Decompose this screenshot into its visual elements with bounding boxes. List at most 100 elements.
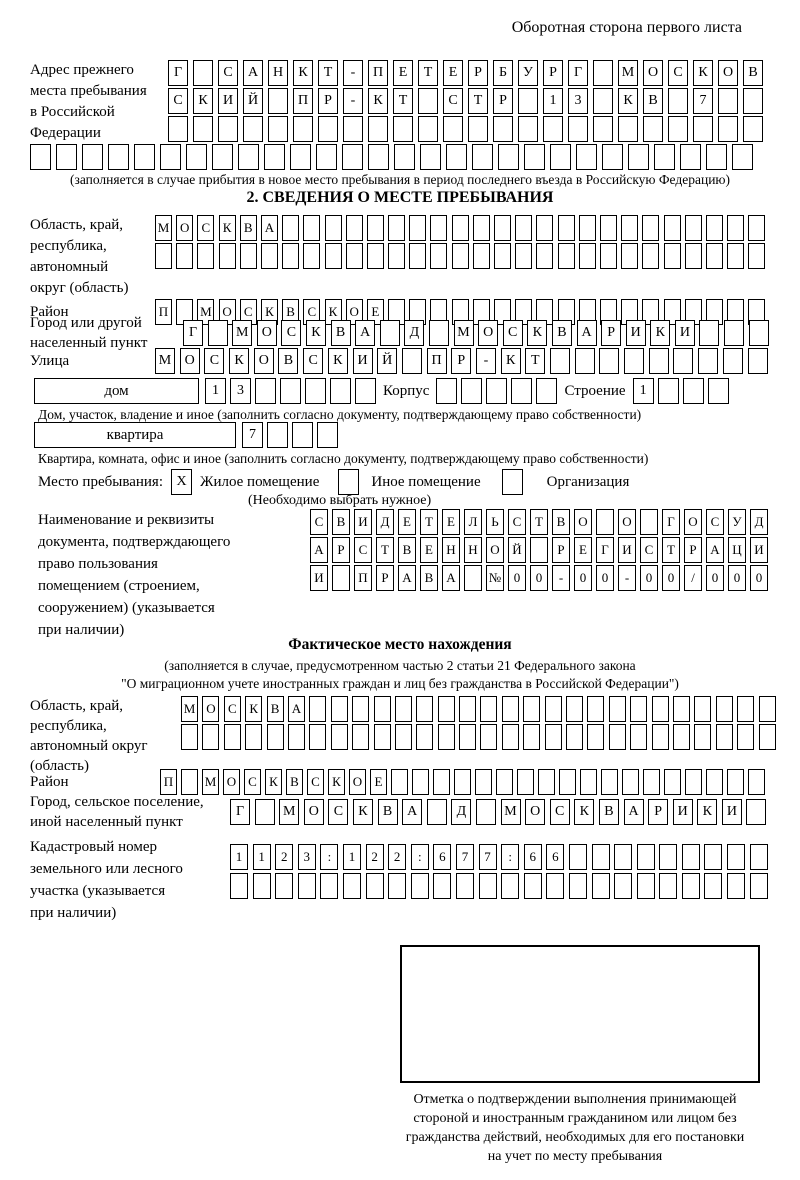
char-cell-filled[interactable]: Р	[318, 88, 338, 114]
char-cell-filled[interactable]: №	[486, 565, 504, 591]
char-cell-empty[interactable]	[732, 144, 753, 170]
char-cell-empty[interactable]	[320, 873, 339, 899]
char-cell-filled[interactable]: М	[453, 320, 474, 346]
char-cell-empty[interactable]	[464, 565, 482, 591]
char-cell-empty[interactable]	[388, 215, 406, 241]
char-cell-empty[interactable]	[518, 88, 538, 114]
char-cell-filled[interactable]: В	[552, 509, 570, 535]
char-cell-empty[interactable]	[391, 769, 408, 795]
char-cell-empty[interactable]	[212, 144, 233, 170]
char-cell-filled[interactable]: О	[345, 299, 363, 325]
char-cell-filled[interactable]: К	[265, 769, 282, 795]
char-cell-empty[interactable]	[459, 724, 477, 750]
char-cell-empty[interactable]	[373, 724, 391, 750]
char-cell-filled[interactable]: Р	[332, 537, 350, 563]
char-cell-filled[interactable]: Р	[552, 537, 570, 563]
char-cell-empty[interactable]	[420, 144, 441, 170]
char-cell-empty[interactable]	[268, 116, 288, 142]
char-cell-empty[interactable]	[309, 696, 327, 722]
char-cell-empty[interactable]	[608, 724, 626, 750]
char-cell-empty[interactable]	[706, 144, 727, 170]
char-cell-empty[interactable]	[275, 873, 294, 899]
char-cell-filled[interactable]: С	[508, 509, 526, 535]
char-cell-filled[interactable]: О	[574, 509, 592, 535]
char-cell-empty[interactable]	[324, 215, 342, 241]
char-cell-empty[interactable]	[515, 215, 533, 241]
apartment-label-box[interactable]: квартира	[34, 422, 236, 448]
char-cell-empty[interactable]	[746, 799, 767, 825]
char-cell-empty[interactable]	[330, 378, 351, 404]
char-cell-empty[interactable]	[651, 724, 669, 750]
char-cell-empty[interactable]	[426, 799, 447, 825]
char-cell-filled[interactable]: -	[343, 60, 363, 86]
char-cell-empty[interactable]	[418, 88, 438, 114]
char-cell-empty[interactable]	[599, 243, 617, 269]
char-cell-filled[interactable]: С	[218, 60, 238, 86]
char-cell-empty[interactable]	[694, 724, 712, 750]
char-cell-filled[interactable]: В	[377, 799, 398, 825]
char-cell-empty[interactable]	[366, 215, 384, 241]
char-cell-filled[interactable]: С	[668, 60, 688, 86]
char-cell-empty[interactable]	[496, 769, 513, 795]
char-cell-empty[interactable]	[727, 769, 744, 795]
char-cell-filled[interactable]: 0	[574, 565, 592, 591]
char-cell-empty[interactable]	[593, 116, 613, 142]
char-cell-empty[interactable]	[737, 724, 755, 750]
char-cell-empty[interactable]	[433, 873, 452, 899]
char-cell-filled[interactable]: М	[202, 769, 219, 795]
char-cell-empty[interactable]	[591, 844, 610, 870]
char-cell-empty[interactable]	[207, 320, 228, 346]
char-cell-filled[interactable]: А	[398, 565, 416, 591]
char-cell-filled[interactable]: Е	[442, 509, 460, 535]
char-cell-empty[interactable]	[345, 215, 363, 241]
char-cell-filled[interactable]: Т	[393, 88, 413, 114]
char-cell-empty[interactable]	[498, 144, 519, 170]
char-cell-empty[interactable]	[664, 769, 681, 795]
char-cell-empty[interactable]	[342, 144, 363, 170]
char-cell-empty[interactable]	[330, 724, 348, 750]
char-cell-filled[interactable]: П	[160, 769, 177, 795]
char-cell-empty[interactable]	[193, 116, 213, 142]
char-cell-empty[interactable]	[202, 724, 220, 750]
char-cell-filled[interactable]: Р	[543, 60, 563, 86]
char-cell-empty[interactable]	[266, 724, 284, 750]
char-cell-empty[interactable]	[654, 144, 675, 170]
char-cell-filled[interactable]: С	[168, 88, 188, 114]
char-cell-filled[interactable]: О	[223, 769, 240, 795]
stay-type-checkbox-other-premises[interactable]	[338, 469, 360, 495]
char-cell-filled[interactable]: П	[426, 348, 447, 374]
char-cell-filled[interactable]: 1	[230, 844, 248, 870]
char-cell-filled[interactable]: 1	[342, 844, 361, 870]
char-cell-empty[interactable]	[475, 799, 496, 825]
char-cell-empty[interactable]	[663, 243, 681, 269]
char-cell-filled[interactable]: В	[286, 769, 303, 795]
char-cell-empty[interactable]	[727, 243, 745, 269]
char-cell-filled[interactable]: Д	[451, 799, 472, 825]
char-cell-filled[interactable]: М	[500, 799, 521, 825]
char-cell-empty[interactable]	[659, 844, 678, 870]
char-cell-empty[interactable]	[724, 320, 745, 346]
char-cell-filled[interactable]: Т	[468, 88, 488, 114]
char-cell-filled[interactable]: М	[618, 60, 638, 86]
char-cell-filled[interactable]: 6	[433, 844, 452, 870]
char-cell-filled[interactable]: К	[327, 348, 348, 374]
char-cell-empty[interactable]	[181, 769, 198, 795]
char-cell-filled[interactable]: С	[310, 509, 328, 535]
char-cell-empty[interactable]	[523, 724, 541, 750]
char-cell-empty[interactable]	[704, 873, 723, 899]
char-cell-filled[interactable]: 7	[242, 422, 263, 448]
char-cell-empty[interactable]	[515, 299, 533, 325]
char-cell-empty[interactable]	[478, 873, 497, 899]
char-cell-filled[interactable]: Г	[662, 509, 680, 535]
char-cell-filled[interactable]: Е	[574, 537, 592, 563]
char-cell-filled[interactable]: Е	[398, 509, 416, 535]
char-cell-filled[interactable]: О	[486, 537, 504, 563]
char-cell-filled[interactable]: Д	[404, 320, 425, 346]
char-cell-empty[interactable]	[292, 422, 313, 448]
char-cell-empty[interactable]	[659, 873, 678, 899]
char-cell-filled[interactable]: 3	[297, 844, 316, 870]
char-cell-filled[interactable]: К	[693, 60, 713, 86]
char-cell-filled[interactable]: К	[245, 696, 263, 722]
char-cell-filled[interactable]: Н	[442, 537, 460, 563]
char-cell-empty[interactable]	[566, 696, 584, 722]
